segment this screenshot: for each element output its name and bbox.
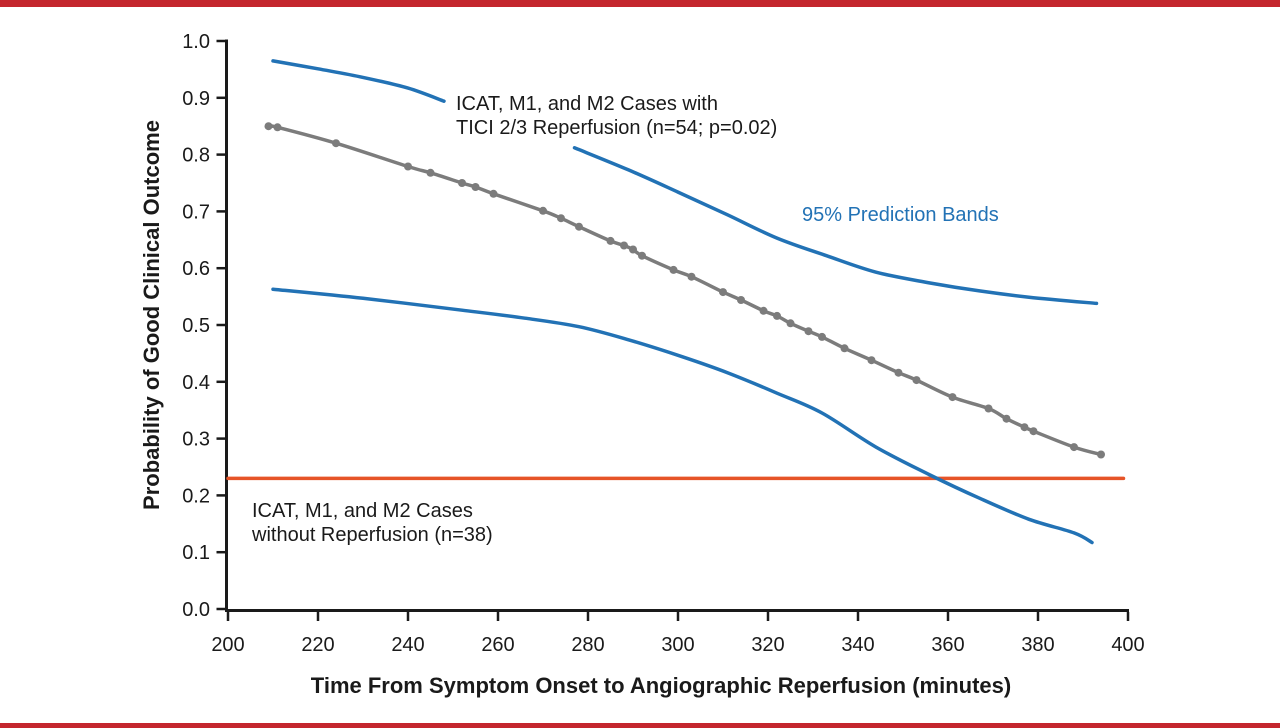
data-point	[557, 214, 565, 223]
data-point	[804, 327, 813, 336]
y-tick-label: 0.2	[182, 485, 210, 507]
x-tick-label: 280	[571, 634, 604, 656]
series-upper-band-left	[271, 59, 446, 103]
data-point	[759, 306, 768, 315]
y-tick-label: 0.7	[182, 201, 210, 223]
data-point	[575, 222, 583, 231]
y-tick-label: 0.5	[182, 315, 210, 337]
data-point	[786, 319, 795, 328]
data-point	[669, 265, 678, 274]
data-point	[1097, 450, 1105, 459]
y-tick-label: 0.6	[182, 258, 210, 280]
series-main-curve-markers	[264, 122, 1105, 459]
data-point	[818, 332, 826, 341]
x-tick-label: 380	[1021, 634, 1054, 656]
data-point	[840, 344, 849, 353]
data-point	[539, 206, 547, 215]
data-point	[332, 139, 340, 148]
data-point	[264, 122, 273, 131]
data-point	[489, 189, 498, 198]
x-tick-label: 200	[211, 634, 244, 656]
x-tick-label: 300	[661, 634, 694, 656]
data-point	[1070, 443, 1078, 452]
x-tick-label: 340	[841, 634, 874, 656]
data-point	[426, 168, 435, 177]
y-tick-label: 0.1	[182, 542, 210, 564]
y-tick-label: 0.8	[182, 145, 210, 167]
data-point	[458, 179, 466, 187]
annotation-tici-cases: ICAT, M1, and M2 Cases with TICI 2/3 Rep…	[456, 93, 778, 139]
data-point	[867, 356, 876, 365]
y-tick-label: 1.0	[182, 31, 210, 53]
data-point	[638, 251, 646, 260]
data-point	[1002, 414, 1011, 423]
x-tick-label: 360	[931, 634, 964, 656]
x-tick-label: 320	[751, 634, 784, 656]
data-point	[471, 183, 480, 191]
x-tick-label: 400	[1111, 634, 1144, 656]
data-point	[912, 376, 921, 385]
top-border-rule	[0, 0, 1280, 7]
annotation-no-reperfusion: ICAT, M1, and M2 Cases without Reperfusi…	[252, 500, 493, 546]
bottom-border-rule	[0, 723, 1280, 728]
series-upper-band-right	[572, 146, 1099, 306]
x-tick-label: 240	[391, 634, 424, 656]
x-axis-title: Time From Symptom Onset to Angiographic …	[310, 673, 1012, 698]
data-point	[984, 404, 993, 413]
data-point	[606, 236, 615, 245]
data-point	[629, 245, 637, 254]
data-point	[719, 288, 727, 297]
data-point	[948, 393, 957, 402]
data-point	[773, 311, 781, 320]
data-point	[404, 162, 412, 171]
y-tick-label: 0.4	[182, 372, 210, 394]
data-point	[620, 241, 628, 250]
data-point	[894, 368, 903, 377]
data-point	[1020, 423, 1029, 432]
data-point	[687, 272, 696, 281]
y-tick-label: 0.0	[182, 599, 210, 621]
series-lower-band	[271, 287, 1094, 545]
y-tick-label: 0.3	[182, 429, 210, 451]
y-tick-label: 0.9	[182, 88, 210, 110]
x-tick-label: 260	[481, 634, 514, 656]
data-point	[1029, 427, 1038, 436]
data-point	[737, 296, 745, 304]
y-axis-title: Probability of Good Clinical Outcome	[139, 120, 164, 510]
annotation-prediction-bands: 95% Prediction Bands	[802, 204, 999, 226]
data-point	[273, 123, 282, 132]
x-tick-label: 220	[301, 634, 334, 656]
